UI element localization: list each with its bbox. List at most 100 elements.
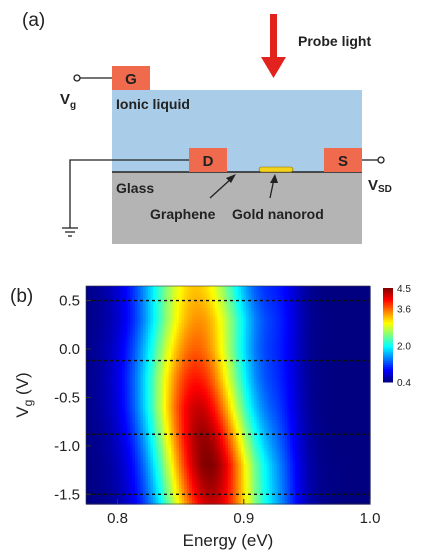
heatmap-cell xyxy=(225,373,229,377)
heatmap-cell xyxy=(173,332,177,337)
heatmap-cell xyxy=(357,289,361,293)
heatmap-cell xyxy=(186,410,190,415)
heatmap-cell xyxy=(230,314,234,318)
heatmap-cell xyxy=(235,401,239,405)
heatmap-cell xyxy=(91,379,95,384)
heatmap-cell xyxy=(158,376,162,381)
heatmap-cell xyxy=(88,382,92,387)
heatmap-cell xyxy=(186,286,190,290)
heatmap-cell xyxy=(173,289,177,293)
heatmap-cell xyxy=(339,363,343,368)
heatmap-cell xyxy=(344,419,348,424)
heatmap-cell xyxy=(310,301,314,306)
heatmap-cell xyxy=(279,357,283,362)
heatmap-cell xyxy=(215,363,219,368)
heatmap-cell xyxy=(310,342,314,346)
heatmap-cell xyxy=(318,419,322,424)
heatmap-cell xyxy=(150,326,154,331)
heatmap-cell xyxy=(341,416,345,421)
heatmap-cell xyxy=(189,354,193,359)
heatmap-cell xyxy=(111,379,115,384)
heatmap-cell xyxy=(341,385,345,390)
heatmap-cell xyxy=(166,360,170,365)
heatmap-cell xyxy=(160,310,165,315)
heatmap-cell xyxy=(204,326,208,331)
heatmap-cell xyxy=(323,348,327,352)
source-terminal xyxy=(377,156,385,164)
heatmap-cell xyxy=(88,398,92,402)
heatmap-cell xyxy=(140,382,144,387)
heatmap-cell xyxy=(266,407,270,412)
heatmap-cell xyxy=(269,401,273,405)
heatmap-cell xyxy=(178,295,183,300)
heatmap-cell xyxy=(194,335,198,340)
heatmap-cell xyxy=(264,335,268,340)
heatmap-cell xyxy=(145,323,149,328)
heatmap-cell xyxy=(86,289,90,293)
heatmap-cell xyxy=(194,320,198,324)
heatmap-cell xyxy=(243,357,247,362)
heatmap-cell xyxy=(243,298,247,303)
heatmap-cell xyxy=(326,351,330,356)
heatmap-cell xyxy=(266,289,270,293)
heatmap-cell xyxy=(279,345,283,349)
heatmap-cell xyxy=(246,379,250,384)
heatmap-cell xyxy=(158,360,162,365)
heatmap-cell xyxy=(253,423,257,427)
heatmap-cell xyxy=(135,301,139,306)
heatmap-cell xyxy=(194,413,198,418)
heatmap-cell xyxy=(132,404,136,409)
heatmap-cell xyxy=(158,423,162,427)
heatmap-cell xyxy=(359,379,363,384)
heatmap-cell xyxy=(209,379,214,384)
heatmap-cell xyxy=(140,289,144,293)
heatmap-cell xyxy=(297,304,301,309)
heatmap-cell xyxy=(91,342,95,346)
heatmap-cell xyxy=(230,373,234,377)
heatmap-cell xyxy=(215,366,219,371)
heatmap-cell xyxy=(158,351,162,356)
heatmap-cell xyxy=(295,307,299,312)
heatmap-cell xyxy=(176,320,180,324)
heatmap-cell xyxy=(354,323,358,328)
heatmap-cell xyxy=(222,385,227,390)
heatmap-cell xyxy=(114,301,118,306)
heatmap-cell xyxy=(297,410,301,415)
heatmap-cell xyxy=(104,423,108,427)
heatmap-cell xyxy=(142,388,146,393)
heatmap-cell xyxy=(137,382,141,387)
heatmap-cell xyxy=(326,360,330,365)
heatmap-cell xyxy=(336,382,340,387)
heatmap-cell xyxy=(111,370,115,374)
heatmap-cell xyxy=(284,310,288,315)
heatmap-cell xyxy=(328,286,332,290)
heatmap-cell xyxy=(295,292,299,296)
heatmap-cell xyxy=(101,385,105,390)
heatmap-cell xyxy=(147,395,152,399)
heatmap-cell xyxy=(220,373,224,377)
heatmap-cell xyxy=(150,379,154,384)
heatmap-cell xyxy=(305,326,309,331)
heatmap-cell xyxy=(215,391,219,396)
heatmap-cell xyxy=(292,407,296,412)
heatmap-cell xyxy=(114,323,118,328)
heatmap-cell xyxy=(145,314,149,318)
heatmap-cell xyxy=(178,329,183,334)
heatmap-cell xyxy=(217,354,221,359)
heatmap-cell xyxy=(147,401,152,405)
heatmap-cell xyxy=(295,385,299,390)
heatmap-cell xyxy=(246,363,250,368)
heatmap-cell xyxy=(248,373,252,377)
heatmap-cell xyxy=(331,360,335,365)
heatmap-cell xyxy=(137,348,141,352)
heatmap-cell xyxy=(284,376,288,381)
heatmap-cell xyxy=(222,382,227,387)
heatmap-cell xyxy=(362,314,366,318)
heatmap-cell xyxy=(359,416,363,421)
heatmap-cell xyxy=(310,304,314,309)
heatmap-cell xyxy=(150,289,154,293)
heatmap-cell xyxy=(207,310,211,315)
heatmap-cell xyxy=(217,292,221,296)
heatmap-cell xyxy=(282,398,286,402)
heatmap-cell xyxy=(292,329,296,334)
